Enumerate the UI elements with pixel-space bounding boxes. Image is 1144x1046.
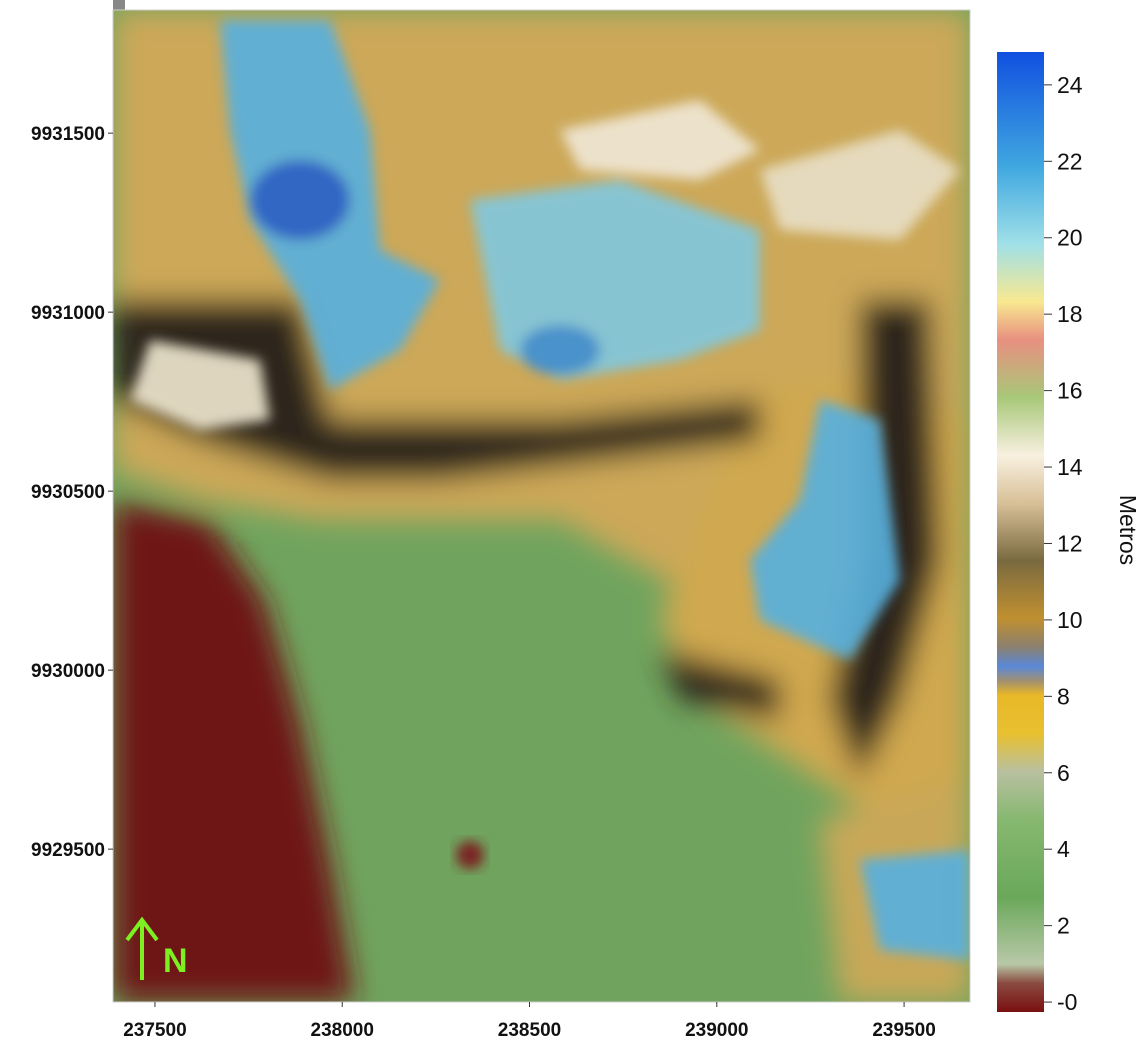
colorbar-tick-label: 2 — [1057, 913, 1070, 939]
page: N Metros 237500 238000 238500 239000 239500 9… — [0, 0, 1144, 1046]
colorbar — [997, 52, 1044, 1012]
colorbar-label: Metros — [1115, 495, 1141, 565]
colorbar-tick-label: 12 — [1057, 530, 1083, 556]
colorbar-tick-label: 22 — [1057, 148, 1083, 174]
colorbar-tick-label: 20 — [1057, 225, 1083, 251]
colorbar-tick-label: 8 — [1057, 683, 1070, 709]
x-tick-label: 238500 — [498, 1020, 561, 1041]
y-tick-label: 9929500 — [31, 840, 105, 861]
colorbar-tick-label: 10 — [1057, 607, 1083, 633]
colorbar-tick-label: 4 — [1057, 836, 1070, 862]
colorbar-tick-label: 24 — [1057, 72, 1083, 98]
x-tick-label: 239000 — [685, 1020, 748, 1041]
north-label: N — [163, 942, 188, 980]
colorbar-tick-label: 14 — [1057, 454, 1083, 480]
colorbar-tick-label: 16 — [1057, 378, 1083, 404]
elevation-raster — [110, 0, 970, 1002]
colorbar-tick-label: 6 — [1057, 760, 1070, 786]
y-tick-label: 9931000 — [31, 303, 105, 324]
colorbar-tick-label: 18 — [1057, 301, 1083, 327]
y-tick-label: 9931500 — [31, 124, 105, 145]
map-figure: N Metros 237500 238000 238500 239000 239500 9… — [0, 0, 1144, 1046]
x-tick-label: 238000 — [311, 1020, 374, 1041]
x-tick-label: 237500 — [123, 1020, 186, 1041]
x-tick-label: 239500 — [872, 1020, 935, 1041]
y-tick-label: 9930000 — [31, 661, 105, 682]
colorbar-tick-label: -0 — [1057, 989, 1077, 1015]
y-tick-label: 9930500 — [31, 482, 105, 503]
